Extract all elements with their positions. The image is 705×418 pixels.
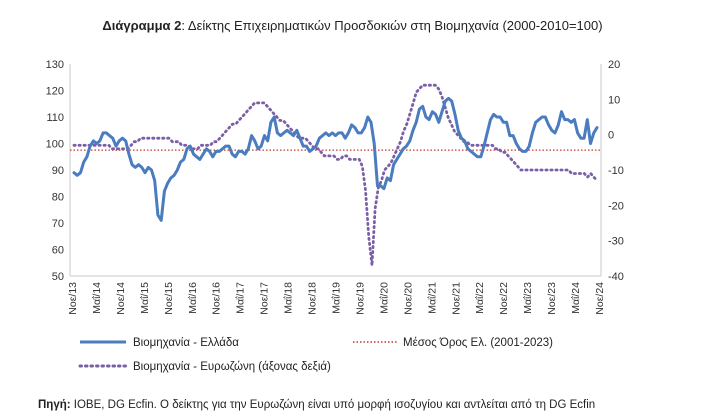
y-right-tick-label: -30	[608, 236, 624, 248]
legend-item-greece[interactable]: Βιομηχανία - Ελλάδα	[80, 337, 239, 349]
x-tick-label: Νοε/22	[498, 282, 510, 315]
y-left-tick-label: 100	[46, 139, 64, 151]
x-tick-label: Νοε/17	[259, 282, 271, 315]
x-axis: Νοε/13 Μαΐ/14 Νοε/14 Μαΐ/15 Νοε/15 Μαΐ/16 Νοε/…	[67, 282, 606, 315]
y-left-tick-label: 90	[52, 165, 64, 177]
y-right-tick-label: -10	[608, 165, 624, 177]
x-tick-label: Νοε/15	[163, 282, 175, 315]
legend-item-mean[interactable]: Μέσος Όρος Ελ. (2001-2023)	[353, 337, 553, 349]
x-tick-label: Νοε/13	[67, 282, 79, 315]
y-left-tick-label: 50	[52, 271, 64, 283]
legend-label-mean: Μέσος Όρος Ελ. (2001-2023)	[403, 337, 553, 349]
y-right-tick-label: -20	[608, 200, 624, 212]
x-tick-label: Μαΐ/16	[187, 282, 199, 314]
chart-title-text: : Δείκτης Επιχειρηματικών Προσδοκιών στη…	[181, 18, 603, 33]
x-tick-label: Μαΐ/17	[235, 282, 247, 314]
legend-item-eurozone[interactable]: Βιομηχανία - Ευρωζώνη (άξονας δεξιά)	[78, 361, 331, 373]
x-tick-label: Νοε/16	[211, 282, 223, 315]
y-right-tick-label: 10	[608, 94, 620, 106]
x-tick-label: Μαΐ/14	[91, 282, 103, 314]
x-tick-label: Νοε/14	[115, 282, 127, 315]
x-tick-label: Νοε/24	[594, 282, 606, 315]
x-tick-label: Μαΐ/23	[522, 282, 534, 314]
y-right-tick-label: 20	[608, 59, 620, 71]
plot-area	[70, 83, 601, 267]
y-axis-right: -40 -30 -20 -10 0 10 20	[608, 59, 624, 283]
x-tick-label: Μαΐ/21	[426, 282, 438, 314]
x-tick-label: Νοε/21	[450, 282, 462, 315]
source-note: Πηγή: ΙΟΒΕ, DG Ecfin. Ο δείκτης για την …	[38, 399, 595, 411]
chart-title-label: Διάγραμμα 2	[102, 18, 182, 33]
y-right-tick-label: 0	[608, 130, 614, 142]
x-tick-label: Νοε/20	[402, 282, 414, 315]
legend: Βιομηχανία - Ελλάδα Μέσος Όρος Ελ. (2001…	[78, 337, 553, 373]
y-left-tick-label: 130	[46, 59, 64, 71]
series-line-eurozone	[72, 83, 599, 267]
source-text: ΙΟΒΕ, DG Ecfin. Ο δείκτης για την Ευρωζώ…	[70, 399, 596, 411]
x-tick-label: Μαΐ/22	[474, 282, 486, 314]
y-left-tick-label: 120	[46, 86, 64, 98]
y-right-tick-label: -40	[608, 271, 624, 283]
x-tick-label: Μαΐ/18	[283, 282, 295, 314]
chart-title: Διάγραμμα 2: Δείκτης Επιχειρηματικών Προ…	[0, 18, 705, 33]
y-left-tick-label: 60	[52, 245, 64, 257]
legend-label-greece: Βιομηχανία - Ελλάδα	[133, 337, 239, 349]
y-left-tick-label: 110	[46, 112, 64, 124]
source-label: Πηγή:	[38, 399, 71, 411]
x-tick-label: Νοε/18	[307, 282, 319, 315]
y-left-tick-label: 80	[52, 192, 64, 204]
legend-label-eurozone: Βιομηχανία - Ευρωζώνη (άξονας δεξιά)	[133, 361, 331, 373]
series-line-greece	[72, 96, 599, 222]
x-tick-label: Μαΐ/19	[331, 282, 343, 314]
x-tick-label: Μαΐ/15	[139, 282, 151, 314]
x-tick-label: Μαΐ/20	[378, 282, 390, 314]
x-tick-label: Νοε/23	[546, 282, 558, 315]
y-axis-left: 50 60 70 80 90 100 110 120 130	[46, 59, 64, 283]
y-left-tick-label: 70	[52, 218, 64, 230]
x-tick-label: Νοε/19	[354, 282, 366, 315]
x-tick-label: Μαΐ/24	[570, 282, 582, 314]
